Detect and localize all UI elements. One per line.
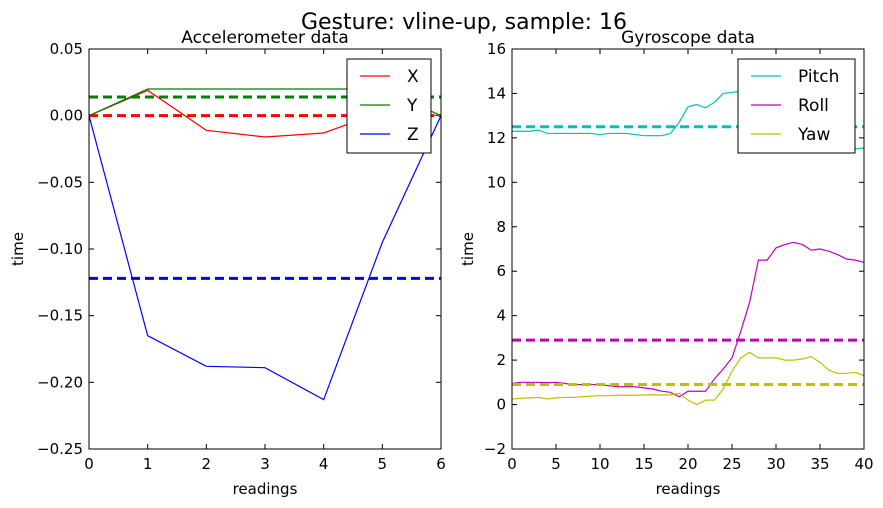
accelerometer-legend-box	[346, 58, 432, 154]
accelerometer-x-tick-label: 5	[378, 455, 388, 473]
gyroscope-x-axis-label: readings	[656, 480, 721, 498]
gyroscope-x-tick-label: 40	[854, 455, 873, 473]
accelerometer-x-tick-label: 1	[143, 455, 153, 473]
gyroscope-legend: Pitch Roll Yaw	[737, 58, 856, 154]
gyroscope-x-tick-label: 0	[507, 455, 517, 473]
accelerometer-x-axis-label: readings	[233, 480, 298, 498]
gyroscope-legend-box	[737, 58, 856, 154]
accelerometer-y-tick-label: −0.10	[37, 240, 83, 258]
gyroscope-y-tick-label: 14	[487, 84, 506, 102]
accelerometer-x-tick-label: 3	[260, 455, 270, 473]
accelerometer-legend-label-y: Y	[406, 96, 418, 116]
gyroscope-x-tick-label: 10	[590, 455, 609, 473]
gyroscope-x-tick-label: 35	[810, 455, 829, 473]
gyroscope-y-tick-label: 4	[496, 307, 506, 325]
gyroscope-axes-frame	[511, 48, 865, 450]
accelerometer-legend-label-x: X	[407, 67, 419, 87]
accelerometer-y-tick-label: −0.05	[37, 173, 83, 191]
gyroscope-x-tick-label: 25	[722, 455, 741, 473]
gyroscope-y-tick-label: 8	[496, 218, 506, 236]
accelerometer-y-tick-label: 0.00	[50, 107, 83, 125]
gyroscope-chart: Gyroscope data 0 5 10 15 20 25 30 35 40−20246810…	[459, 28, 874, 498]
gyroscope-y-axis-label: time	[459, 232, 477, 266]
gyroscope-y-tick-label: 0	[496, 396, 506, 414]
accelerometer-x-tick-label: 6	[436, 455, 446, 473]
accelerometer-y-tick-label: −0.15	[37, 307, 83, 325]
accelerometer-axes-frame	[88, 48, 442, 450]
accelerometer-x-tick-label: 0	[84, 455, 94, 473]
gyroscope-y-tick-label: 12	[487, 129, 506, 147]
accelerometer-y-tick-label: 0.05	[50, 40, 83, 58]
accelerometer-y-tick-label: −0.20	[37, 373, 83, 391]
gyroscope-x-tick-label: 5	[551, 455, 561, 473]
accelerometer-title: Accelerometer data	[181, 28, 349, 48]
gyroscope-x-tick-label: 20	[678, 455, 697, 473]
accelerometer-ticks: 0 1 2 3 4 5 6 −0.25 −0.20 −0.15 −0.10 −0.05 0.00 0.05	[37, 40, 446, 473]
gyroscope-y-tick-label: 2	[496, 351, 506, 369]
gyroscope-series-roll-line	[512, 241, 864, 398]
gyroscope-y-tick-label: 10	[487, 173, 506, 191]
gyroscope-y-tick-label: −2	[484, 440, 506, 458]
accelerometer-y-tick-label: −0.25	[37, 440, 83, 458]
gyroscope-legend-label-yaw: Yaw	[797, 125, 830, 145]
accelerometer-series-z-line	[89, 115, 441, 401]
accelerometer-legend: XYZ	[346, 58, 432, 154]
gyroscope-plot-area	[512, 90, 864, 406]
gyroscope-x-tick-label: 30	[766, 455, 785, 473]
gyroscope-x-tick-label: 15	[634, 455, 653, 473]
gyroscope-series-yaw-line	[512, 351, 864, 406]
gyroscope-y-tick-label: 16	[487, 40, 506, 58]
accelerometer-x-tick-label: 4	[319, 455, 329, 473]
gyroscope-y-tick-label: 6	[496, 262, 506, 280]
gyroscope-legend-label-pitch: Pitch	[798, 67, 839, 87]
gyroscope-title: Gyroscope data	[621, 28, 755, 48]
accelerometer-x-tick-label: 2	[202, 455, 212, 473]
accelerometer-chart: Accelerometer data 0 1 2 3 4 5 6 −0.25 −0.20 −0.1…	[9, 28, 446, 498]
figure-title: Gesture: vline-up, sample: 16	[301, 10, 627, 35]
accelerometer-y-axis-label: time	[9, 232, 27, 266]
accelerometer-legend-label-z: Z	[407, 125, 419, 145]
gyroscope-legend-label-roll: Roll	[798, 96, 829, 116]
